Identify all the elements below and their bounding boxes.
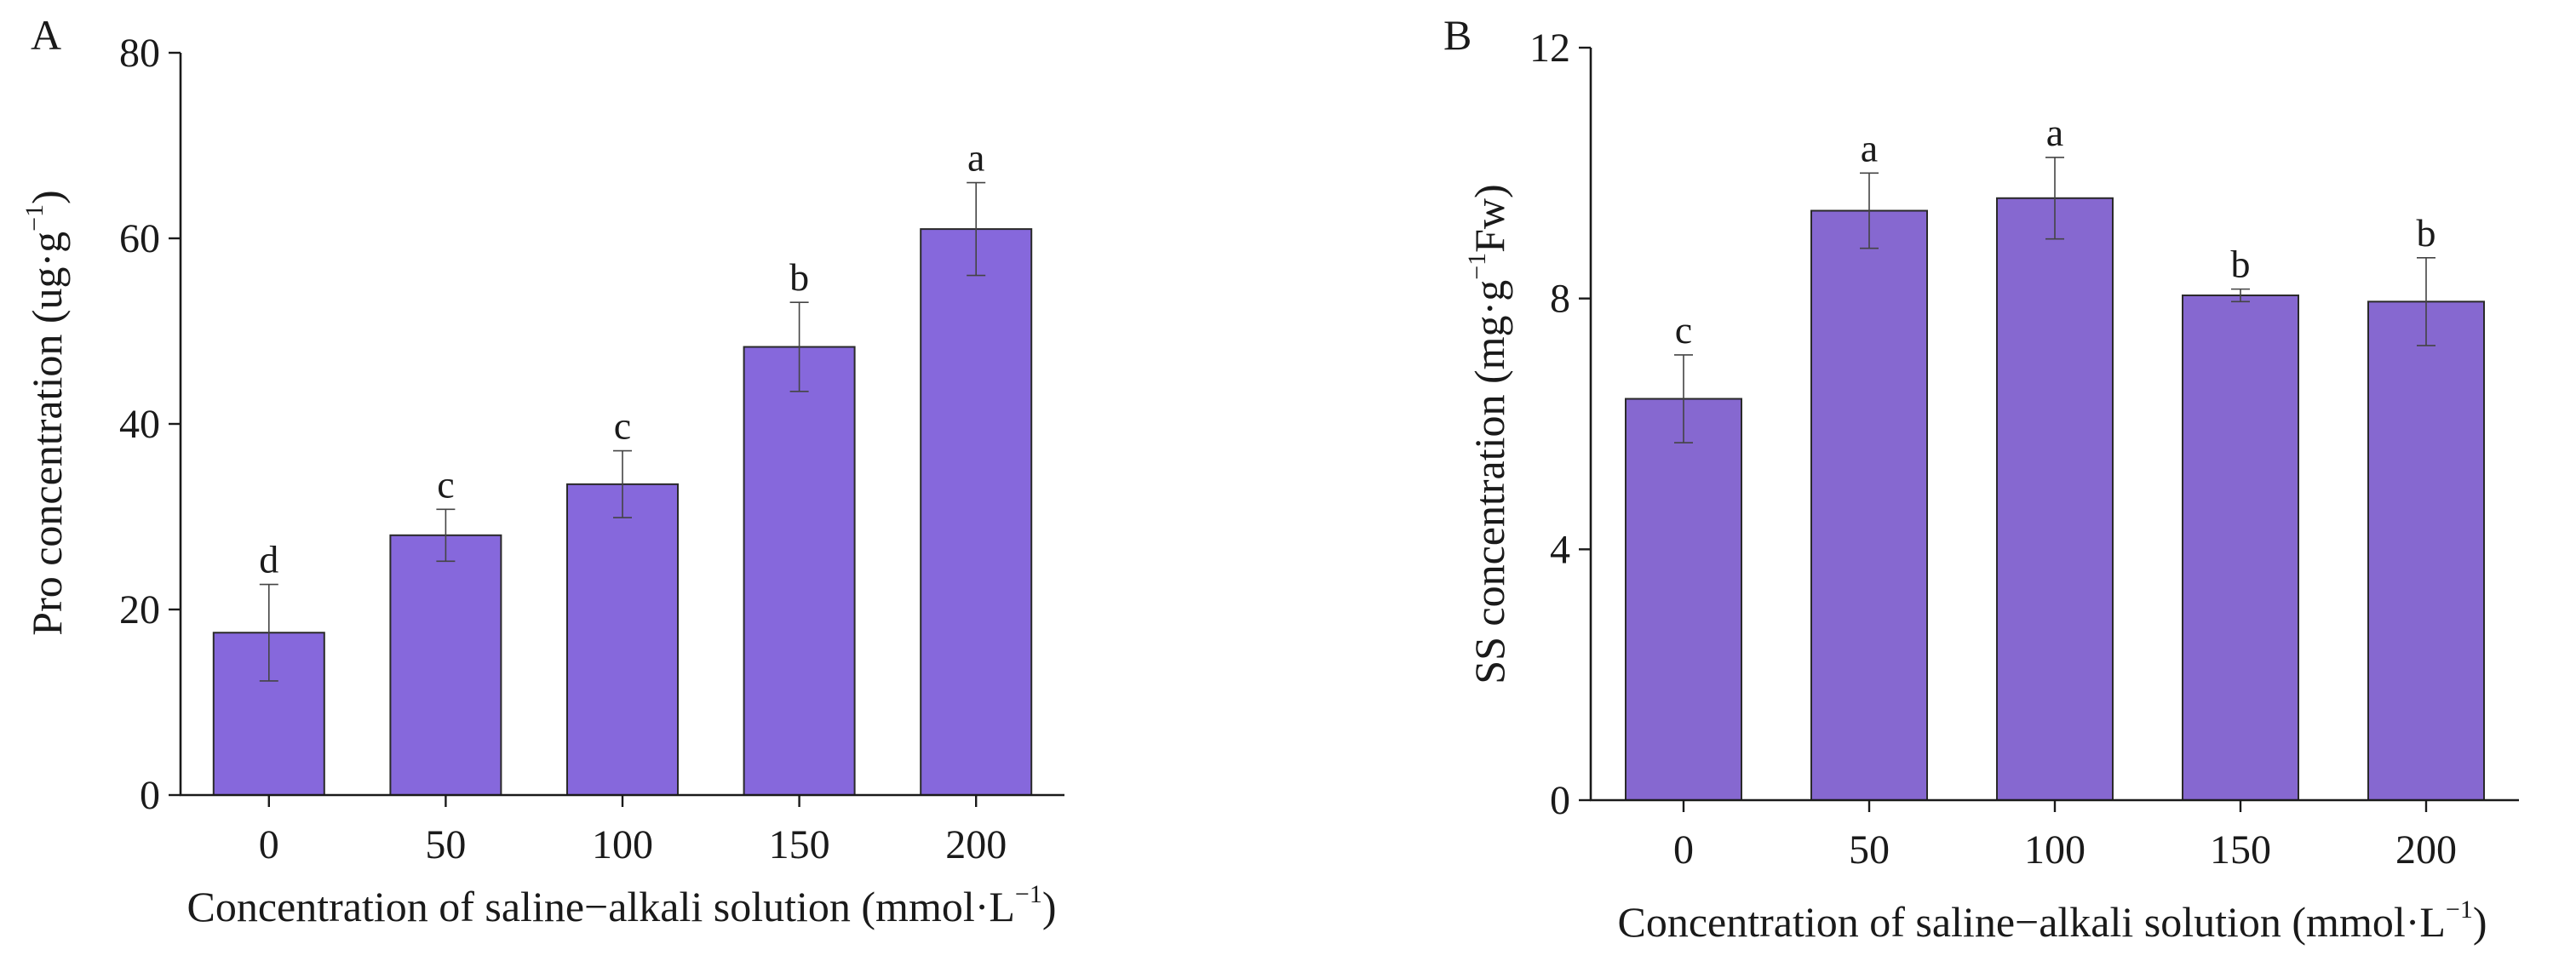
panel-b-x-tick-label: 150: [2210, 827, 2271, 873]
panel-a-bar-200: [920, 228, 1033, 797]
panel-b-error-bar-150: [2231, 288, 2250, 303]
panel-b-bar-200: [2367, 300, 2485, 802]
panel-b-y-tick-label: 4: [1550, 527, 1570, 572]
panel-a-error-bar-50: [436, 508, 456, 563]
panel-a-bar-50: [389, 534, 502, 796]
panel-b-bar-100: [1996, 197, 2114, 802]
panel-b-significance-label: b: [2417, 211, 2436, 255]
panel-b-x-tick-label: 0: [1673, 827, 1694, 873]
panel-b-error-bar-100: [2045, 157, 2064, 240]
panel-b-significance-label: c: [1675, 308, 1692, 352]
panel-a-error-bar-0: [259, 583, 278, 682]
panel-b-bar-150: [2182, 294, 2299, 801]
panel-b-y-tick-label: 0: [1550, 778, 1570, 823]
panel-a-significance-label: b: [789, 255, 809, 299]
panel-b-error-bar-50: [1860, 172, 1879, 249]
panel-a-error-bar-150: [789, 301, 809, 392]
panel-b-bar-0: [1625, 398, 1742, 801]
panel-a-chart: Ad 0 c 50 c 100 b 150 a 200 0 20 40 60 80 Concentration…: [20, 11, 1064, 930]
panel-a-x-tick-label: 50: [425, 822, 466, 867]
panel-b-x-axis-title: Concentration of saline−alkali solution …: [1617, 895, 2487, 946]
panel-a-bar-150: [743, 346, 856, 796]
panel-a-y-axis-title: Pro concentration (ug·g−1): [20, 190, 71, 635]
panel-a-y-tick-label: 40: [119, 402, 160, 447]
panel-a-x-tick-label: 100: [592, 822, 653, 867]
panel-a-bar-100: [566, 483, 679, 796]
panel-b-error-bar-200: [2417, 256, 2435, 346]
panel-a-significance-label: d: [259, 538, 278, 581]
panel-b-error-bar-0: [1674, 354, 1693, 443]
panel-b-y-axis-title: SS concentration (mg·g−1Fw): [1463, 184, 1513, 684]
panel-a-y-tick-label: 80: [119, 31, 160, 76]
panel-a-significance-label: c: [614, 404, 631, 448]
panel-b-y-tick-label: 12: [1529, 26, 1570, 71]
panel-a-x-axis-title: Concentration of saline−alkali solution …: [186, 880, 1056, 930]
panel-a-x-tick-label: 150: [769, 822, 830, 867]
panel-b-chart: Bc 0 a 50 a 100 b 150 b 200 0 4 8 12 Concentration of …: [1443, 11, 2519, 946]
panel-b-x-tick-label: 200: [2395, 827, 2457, 873]
panel-a-panel-label: A: [31, 11, 61, 59]
panel-a-y-tick-label: 20: [119, 587, 160, 632]
panel-b-significance-label: a: [1861, 126, 1878, 169]
panel-a-error-bar-100: [613, 449, 632, 518]
panel-b-significance-label: a: [2046, 111, 2063, 154]
panel-b-significance-label: b: [2231, 243, 2251, 286]
panel-a-x-tick-label: 0: [259, 822, 279, 867]
panel-b-panel-label: B: [1443, 11, 1472, 59]
panel-b-y-tick-label: 8: [1550, 277, 1570, 322]
panel-a-y-tick-label: 60: [119, 216, 160, 261]
panel-b-bar-50: [1810, 209, 1928, 802]
panel-b-x-tick-label: 50: [1849, 827, 1890, 873]
panel-b-x-tick-label: 100: [2024, 827, 2085, 873]
panel-a-error-bar-200: [967, 181, 986, 277]
panel-a-y-tick-label: 0: [140, 773, 160, 818]
panel-a-significance-label: c: [437, 462, 454, 506]
panel-a-x-tick-label: 200: [945, 822, 1007, 867]
panel-a-significance-label: a: [967, 136, 984, 180]
